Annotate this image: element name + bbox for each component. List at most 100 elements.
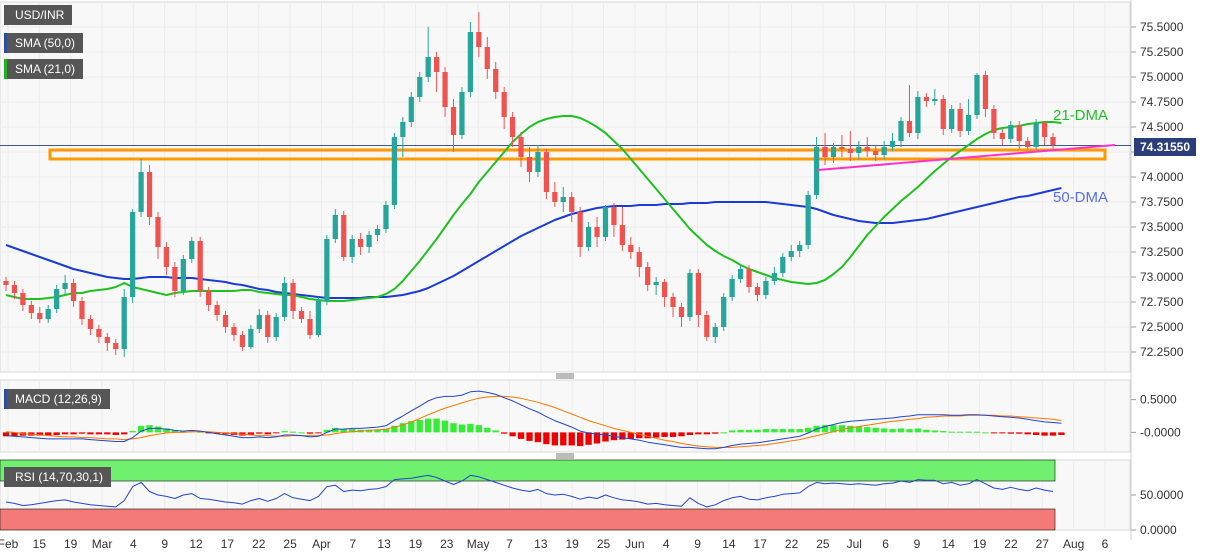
candle-body bbox=[146, 172, 153, 217]
date-tick-label: 9 bbox=[161, 537, 168, 551]
candle-body bbox=[104, 337, 110, 343]
macd-hist-bar bbox=[779, 429, 786, 433]
candle-body bbox=[721, 297, 727, 327]
candle-body bbox=[636, 252, 642, 267]
candle-body bbox=[87, 319, 94, 329]
macd-hist-bar bbox=[669, 432, 677, 437]
macd-hist-bar bbox=[129, 431, 136, 433]
pane-resize-handle[interactable] bbox=[556, 373, 574, 379]
candle-body bbox=[70, 283, 77, 301]
rsi-legend[interactable]: RSI (14,70,30,1) bbox=[4, 467, 112, 487]
macd-hist-bar bbox=[517, 432, 525, 439]
date-tick-label: 6 bbox=[882, 537, 889, 551]
candle-body bbox=[37, 313, 43, 319]
candle-body bbox=[729, 279, 735, 297]
price-tick-label: 72.2500 bbox=[1140, 345, 1184, 359]
macd-hist-bar bbox=[1049, 432, 1057, 436]
candle-body bbox=[805, 195, 811, 245]
macd-hist-bar bbox=[213, 432, 221, 434]
candle-body bbox=[628, 245, 634, 252]
candle-body bbox=[771, 273, 777, 281]
sma50-legend[interactable]: SMA (50,0) bbox=[4, 33, 84, 53]
candle-body bbox=[602, 207, 609, 237]
candle-body bbox=[138, 172, 144, 212]
macd-hist-bar bbox=[323, 429, 331, 433]
candle-body bbox=[991, 109, 997, 133]
macd-hist-bar bbox=[121, 432, 128, 435]
macd-hist-bar bbox=[568, 432, 575, 446]
date-tick-label: 9 bbox=[694, 537, 701, 551]
date-tick-label: Aug bbox=[1063, 537, 1084, 551]
date-tick-label: 14 bbox=[942, 537, 956, 551]
candle-body bbox=[324, 239, 330, 301]
candle-body bbox=[543, 152, 550, 192]
macd-hist-bar bbox=[534, 432, 542, 443]
macd-hist-bar bbox=[762, 429, 770, 433]
candle-body bbox=[847, 149, 853, 153]
macd-hist-bar bbox=[830, 425, 837, 433]
macd-hist-bar bbox=[475, 425, 483, 433]
macd-hist-bar bbox=[906, 429, 913, 433]
macd-hist-bar bbox=[382, 429, 390, 433]
macd-hist-bar bbox=[703, 432, 710, 435]
candle-body bbox=[374, 229, 381, 235]
candle-body bbox=[509, 117, 516, 137]
macd-signal-line bbox=[5, 395, 1062, 448]
sma21-legend[interactable]: SMA (21,0) bbox=[4, 59, 84, 79]
macd-hist-bar bbox=[247, 432, 255, 435]
macd-hist-bar bbox=[914, 428, 922, 433]
candle-body bbox=[1008, 125, 1014, 139]
date-tick-label: 4 bbox=[663, 537, 670, 551]
date-tick-label: 13 bbox=[377, 537, 391, 551]
candle-body bbox=[873, 151, 879, 155]
macd-hist-bar bbox=[627, 432, 634, 439]
candle-body bbox=[957, 109, 963, 131]
macd-hist-bar bbox=[281, 431, 288, 433]
candle-body bbox=[189, 241, 195, 259]
support-zone-box bbox=[48, 148, 1107, 161]
macd-hist-bar bbox=[788, 429, 795, 433]
candle-body bbox=[222, 315, 229, 327]
candles-group bbox=[3, 12, 1056, 357]
macd-hist-bar bbox=[2, 432, 10, 437]
ascending-trendline bbox=[817, 144, 1116, 171]
price-tick-label: 74.5000 bbox=[1140, 120, 1184, 134]
candle-body bbox=[670, 297, 676, 307]
macd-hist-bar bbox=[636, 432, 643, 439]
date-tick-label: Jul bbox=[847, 537, 862, 551]
candle-body bbox=[341, 215, 347, 257]
macd-hist-bar bbox=[661, 432, 668, 437]
dma21-annotation: 21-DMA bbox=[1053, 107, 1109, 124]
macd-hist-bar bbox=[686, 432, 694, 435]
macd-hist-bar bbox=[864, 427, 871, 433]
macd-hist-bar bbox=[728, 430, 736, 433]
candle-body bbox=[645, 267, 651, 285]
candle-body bbox=[813, 147, 820, 195]
macd-hist-bar bbox=[1041, 432, 1048, 436]
candle-body bbox=[974, 75, 980, 115]
candle-body bbox=[949, 109, 955, 129]
candle-body bbox=[611, 207, 617, 225]
date-tick-label: Jun bbox=[625, 537, 644, 551]
candle-body bbox=[695, 273, 701, 315]
candle-body bbox=[467, 32, 474, 92]
macd-legend[interactable]: MACD (12,26,9) bbox=[4, 389, 110, 409]
candle-body bbox=[180, 259, 186, 291]
candle-body bbox=[459, 92, 465, 135]
macd-hist-bar bbox=[87, 432, 94, 435]
macd-hist-bar bbox=[70, 432, 77, 435]
date-tick-label: 13 bbox=[534, 537, 548, 551]
candle-body bbox=[391, 137, 398, 205]
candle-body bbox=[383, 205, 389, 229]
candle-body bbox=[197, 241, 203, 291]
candle-body bbox=[315, 301, 322, 335]
candle-body bbox=[450, 107, 457, 135]
pane-resize-handle[interactable] bbox=[556, 453, 574, 459]
macd-hist-bar bbox=[458, 424, 466, 433]
candle-body bbox=[265, 315, 271, 337]
candle-body bbox=[298, 311, 305, 319]
last-price-badge: 74.31550 bbox=[1134, 138, 1196, 156]
rsi-oversold-band bbox=[0, 508, 1056, 531]
macd-hist-bar bbox=[45, 432, 52, 436]
